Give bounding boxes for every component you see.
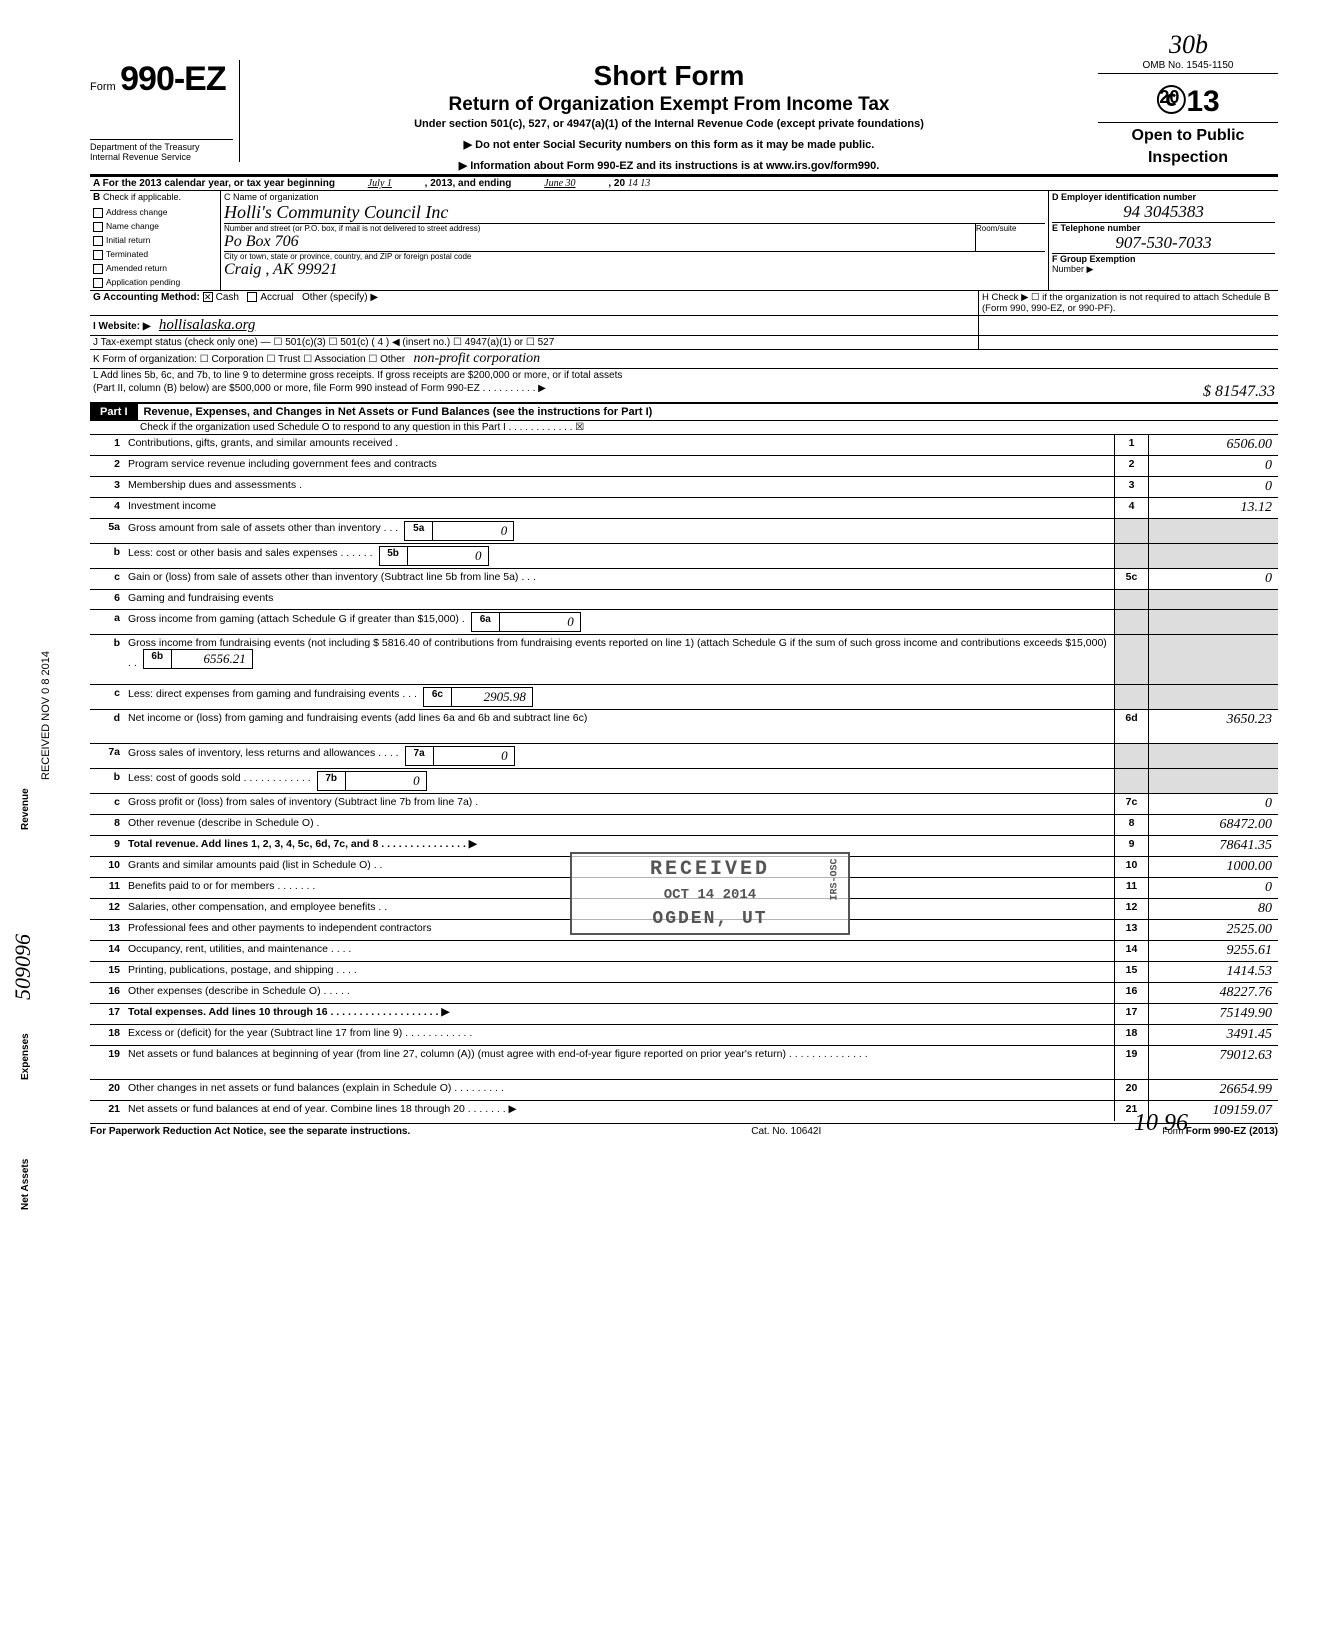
line-6d: dNet income or (loss) from gaming and fu… [90,709,1278,743]
line-20: 20Other changes in net assets or fund ba… [90,1079,1278,1100]
tax-year: ⓒ202013 [1098,74,1278,123]
line-7a: 7aGross sales of inventory, less returns… [90,743,1278,768]
part-i-header: Part I Revenue, Expenses, and Changes in… [90,402,1278,420]
row-bcdef: B Check if applicable. Address change Na… [90,190,1278,290]
telephone: 907-530-7033 [1052,233,1275,253]
dept-irs: Internal Revenue Service [90,152,233,162]
row-a-tax-year: A For the 2013 calendar year, or tax yea… [90,176,1278,190]
row-g-accounting: G Accounting Method: Cash Accrual Other … [90,290,1278,315]
title-short-form: Short Form [248,60,1090,92]
line-4: 4Investment income413.12 [90,497,1278,518]
open-public: Open to Public [1098,127,1278,145]
line-7c: cGross profit or (loss) from sales of in… [90,793,1278,814]
line-5c: cGain or (loss) from sale of assets othe… [90,568,1278,589]
side-revenue: Revenue [20,788,31,830]
gross-receipts: $ 81547.33 [1195,383,1275,401]
form-number: 990-EZ [120,60,226,98]
line-5b: bLess: cost or other basis and sales exp… [90,543,1278,568]
side-expenses: Expenses [20,1033,31,1080]
form-header: Form 990-EZ Department of the Treasury I… [90,60,1278,172]
side-netassets: Net Assets [20,1159,31,1210]
line-5a: 5aGross amount from sale of assets other… [90,518,1278,543]
margin-number: 509096 [10,934,36,1000]
line-15: 15Printing, publications, postage, and s… [90,961,1278,982]
end-year: 14 13 [628,178,651,189]
line-6a: aGross income from gaming (attach Schedu… [90,609,1278,634]
line-19: 19Net assets or fund balances at beginni… [90,1045,1278,1079]
form-footer: For Paperwork Reduction Act Notice, see … [90,1123,1278,1137]
inspection: Inspection [1098,149,1278,167]
row-h-schedule-b: H Check ▶ ☐ if the organization is not r… [978,291,1278,315]
form-org-other: non-profit corporation [413,351,540,366]
row-k-form-org: K Form of organization: ☐ Corporation ☐ … [90,349,1278,368]
row-j-tax-exempt: J Tax-exempt status (check only one) — ☐… [90,335,1278,349]
title-return: Return of Organization Exempt From Incom… [248,94,1090,116]
form-word: Form [90,81,116,93]
row-l-gross-receipts: L Add lines 5b, 6c, and 7b, to line 9 to… [90,368,1278,402]
end-date: June 30 [514,178,605,189]
line-3: 3Membership dues and assessments .30 [90,476,1278,497]
line-2: 2Program service revenue including gover… [90,455,1278,476]
margin-received-stamp: RECEIVED NOV 0 8 2014 [40,651,52,780]
part-i-check: Check if the organization used Schedule … [90,420,1278,434]
line-16: 16Other expenses (describe in Schedule O… [90,982,1278,1003]
received-stamp: RECEIVED OCT 14 2014 OGDEN, UT IRS-OSC [570,852,850,935]
org-name: Holli's Community Council Inc [224,202,1045,223]
dept-treasury: Department of the Treasury [90,139,233,152]
accrual-checkbox[interactable] [247,292,257,302]
line-1: 1Contributions, gifts, grants, and simil… [90,434,1278,455]
line-6c: cLess: direct expenses from gaming and f… [90,684,1278,709]
arrow-info: ▶ Information about Form 990-EZ and its … [248,159,1090,172]
omb-number: OMB No. 1545-1150 [1098,60,1278,74]
cash-checkbox[interactable] [203,292,213,302]
begin-date: July 1 [338,178,422,189]
line-21: 21Net assets or fund balances at end of … [90,1100,1278,1121]
website: hollisalaska.org [159,317,256,333]
arrow-ssn: ▶ Do not enter Social Security numbers o… [248,138,1090,151]
street-address: Po Box 706 [224,233,975,251]
line-18: 18Excess or (deficit) for the year (Subt… [90,1024,1278,1045]
line-7b: bLess: cost of goods sold . . . . . . . … [90,768,1278,793]
under-section: Under section 501(c), 527, or 4947(a)(1)… [248,118,1090,130]
city-state-zip: Craig , AK 99921 [224,261,1045,279]
handwritten-top-note: 30b [1169,30,1208,60]
line-17: 17Total expenses. Add lines 10 through 1… [90,1003,1278,1024]
line-6b: bGross income from fundraising events (n… [90,634,1278,684]
line-14: 14Occupancy, rent, utilities, and mainte… [90,940,1278,961]
row-i-website: I Website: ▶ hollisalaska.org [90,315,1278,335]
line-8: 8Other revenue (describe in Schedule O) … [90,814,1278,835]
line-6: 6Gaming and fundraising events [90,589,1278,609]
ein: 94 3045383 [1052,202,1275,222]
bottom-initials: 10 96 [1134,1110,1188,1137]
